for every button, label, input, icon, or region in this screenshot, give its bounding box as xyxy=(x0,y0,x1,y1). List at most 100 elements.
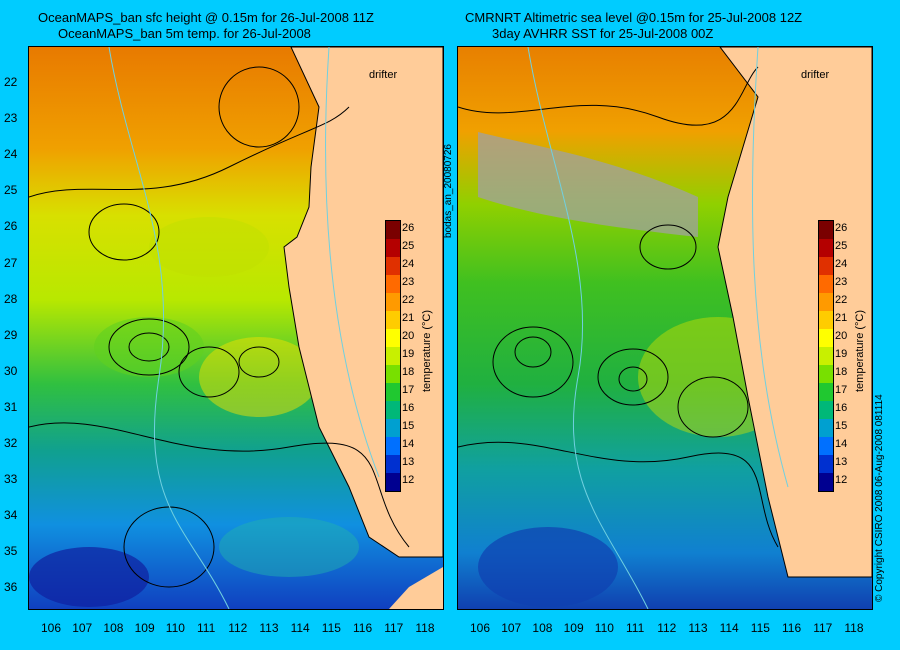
left-drifter-label: drifter xyxy=(369,69,398,81)
colorbar-tick-label: 20 xyxy=(402,330,415,342)
colorbar-tick-label: 24 xyxy=(402,258,415,270)
colorbar-swatch xyxy=(819,473,833,491)
longitude-tick-label: 112 xyxy=(228,621,248,635)
colorbar-swatch xyxy=(819,221,833,239)
colorbar-tick-label: 17 xyxy=(835,384,848,396)
colorbar-swatch xyxy=(819,455,833,473)
colorbar-tick-label: 22 xyxy=(402,294,415,306)
longitude-tick-label: 111 xyxy=(626,621,645,635)
colorbar-swatch xyxy=(386,383,400,401)
colorbar-swatch xyxy=(819,293,833,311)
colorbar-swatch xyxy=(386,401,400,419)
latitude-tick-label: 28 xyxy=(4,291,18,306)
longitude-tick-label: 110 xyxy=(594,621,614,635)
longitude-tick-label: 116 xyxy=(353,621,373,635)
latitude-tick-label: 26 xyxy=(4,219,18,234)
colorbar-swatch xyxy=(386,437,400,455)
colorbar-swatch xyxy=(386,329,400,347)
longitude-tick-label: 118 xyxy=(415,621,435,635)
left-colorbar xyxy=(385,220,401,492)
colorbar-tick-label: 17 xyxy=(402,384,415,396)
longitude-tick-label: 117 xyxy=(384,621,404,635)
colorbar-tick-label: 18 xyxy=(402,366,415,378)
colorbar-swatch xyxy=(819,275,833,293)
left-colorbar-title: temperature (°C) xyxy=(421,309,433,392)
colorbar-tick-label: 22 xyxy=(835,294,848,306)
latitude-tick-label: 32 xyxy=(4,436,18,450)
colorbar-swatch xyxy=(819,401,833,419)
longitude-tick-label: 117 xyxy=(813,621,833,635)
colorbar-swatch xyxy=(386,239,400,257)
colorbar-swatch xyxy=(386,473,400,491)
colorbar-tick-label: 13 xyxy=(835,456,848,468)
latitude-tick-label: 23 xyxy=(4,111,18,126)
colorbar-swatch xyxy=(386,455,400,473)
colorbar-tick-label: 12 xyxy=(402,474,415,486)
colorbar-tick-label: 16 xyxy=(402,402,415,414)
colorbar-tick-label: 14 xyxy=(402,438,415,450)
colorbar-tick-label: 21 xyxy=(402,312,415,324)
colorbar-tick-label: 26 xyxy=(402,222,415,234)
colorbar-tick-label: 13 xyxy=(402,456,415,468)
left-title-line2: OceanMAPS_ban 5m temp. for 26-Jul-2008 xyxy=(58,26,311,41)
colorbar-swatch xyxy=(386,293,400,311)
longitude-tick-label: 113 xyxy=(688,621,708,635)
colorbar-tick-label: 19 xyxy=(835,348,848,360)
colorbar-tick-label: 15 xyxy=(835,420,848,432)
colorbar-tick-label: 25 xyxy=(402,240,415,252)
right-map-panel: drifter xyxy=(457,46,873,610)
latitude-tick-label: 30 xyxy=(4,363,18,378)
colorbar-swatch xyxy=(819,437,833,455)
latitude-tick-label: 27 xyxy=(4,255,18,270)
longitude-tick-label: 114 xyxy=(719,621,739,635)
longitude-tick-label: 106 xyxy=(470,621,491,635)
colorbar-tick-label: 18 xyxy=(835,366,848,378)
latitude-tick-label: 22 xyxy=(4,75,18,89)
latitude-tick-label: 33 xyxy=(4,472,18,487)
latitude-tick-label: 24 xyxy=(4,147,18,162)
colorbar-swatch xyxy=(386,311,400,329)
colorbar-swatch xyxy=(386,347,400,365)
colorbar-tick-label: 23 xyxy=(835,276,848,288)
colorbar-tick-label: 14 xyxy=(835,438,848,450)
colorbar-tick-label: 12 xyxy=(835,474,848,486)
longitude-tick-label: 118 xyxy=(844,621,864,635)
longitude-tick-label: 112 xyxy=(657,621,677,635)
colorbar-swatch xyxy=(386,365,400,383)
colorbar-swatch xyxy=(819,239,833,257)
longitude-tick-label: 108 xyxy=(532,621,553,635)
left-title-line1: OceanMAPS_ban sfc height @ 0.15m for 26-… xyxy=(38,10,374,25)
colorbar-swatch xyxy=(386,221,400,239)
longitude-tick-label: 114 xyxy=(290,621,310,635)
colorbar-tick-label: 15 xyxy=(402,420,415,432)
colorbar-swatch xyxy=(386,257,400,275)
colorbar-tick-label: 20 xyxy=(835,330,848,342)
latitude-tick-label: 35 xyxy=(4,544,18,559)
colorbar-swatch xyxy=(819,419,833,437)
right-colorbar-title: temperature (°C) xyxy=(854,309,866,392)
longitude-tick-label: 107 xyxy=(72,621,93,635)
latitude-tick-label: 36 xyxy=(4,580,18,595)
longitude-tick-label: 108 xyxy=(103,621,124,635)
longitude-tick-label: 110 xyxy=(165,621,185,635)
longitude-tick-label: 115 xyxy=(750,621,770,635)
colorbar-swatch xyxy=(819,347,833,365)
longitude-tick-label: 106 xyxy=(41,621,62,635)
colorbar-tick-label: 19 xyxy=(402,348,415,360)
colorbar-swatch xyxy=(386,419,400,437)
colorbar-tick-label: 21 xyxy=(835,312,848,324)
latitude-tick-label: 25 xyxy=(4,183,18,198)
run-id-label: bodas_an_20080726 xyxy=(443,144,454,238)
copyright-label: © Copyright CSIRO 2008 06-Aug-2008 08111… xyxy=(874,394,885,602)
colorbar-swatch xyxy=(819,311,833,329)
longitude-tick-label: 116 xyxy=(782,621,802,635)
longitude-tick-label: 107 xyxy=(501,621,522,635)
longitude-tick-label: 109 xyxy=(563,621,584,635)
colorbar-tick-label: 25 xyxy=(835,240,848,252)
right-title-line2: 3day AVHRR SST for 25-Jul-2008 00Z xyxy=(492,26,714,41)
longitude-tick-label: 109 xyxy=(134,621,155,635)
left-map-panel: drifter xyxy=(28,46,444,610)
colorbar-tick-label: 23 xyxy=(402,276,415,288)
colorbar-tick-label: 16 xyxy=(835,402,848,414)
colorbar-swatch xyxy=(819,329,833,347)
